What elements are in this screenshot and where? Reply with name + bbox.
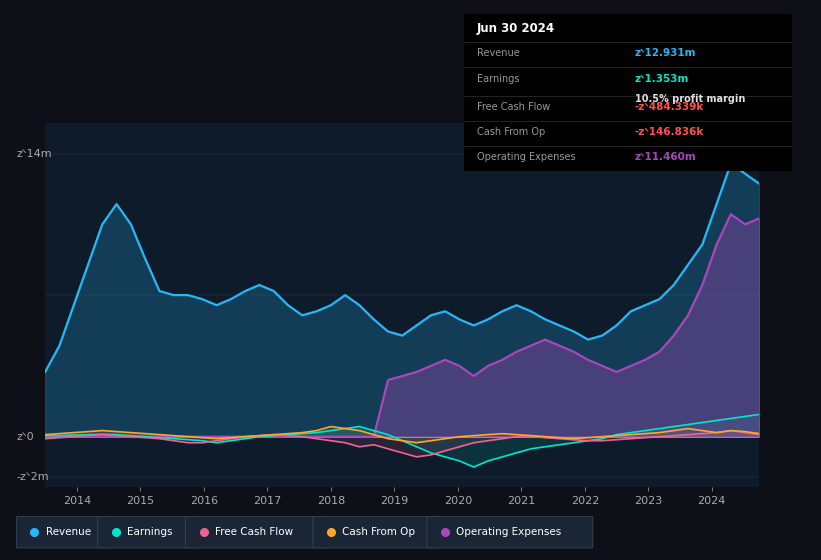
Text: -zᐠ2m: -zᐠ2m: [16, 472, 49, 482]
FancyBboxPatch shape: [186, 516, 325, 548]
Text: Jun 30 2024: Jun 30 2024: [477, 22, 555, 35]
Text: zᐠ1.353m: zᐠ1.353m: [635, 73, 689, 83]
Text: -zᐠ146.836k: -zᐠ146.836k: [635, 127, 704, 137]
FancyBboxPatch shape: [16, 516, 110, 548]
Text: zᐠ0: zᐠ0: [16, 432, 34, 442]
Text: Revenue: Revenue: [46, 527, 91, 537]
Text: Revenue: Revenue: [477, 49, 520, 58]
Text: Cash From Op: Cash From Op: [342, 527, 415, 537]
FancyBboxPatch shape: [427, 516, 593, 548]
Text: Earnings: Earnings: [127, 527, 172, 537]
Text: zᐠ12.931m: zᐠ12.931m: [635, 49, 696, 58]
Text: -zᐠ484.339k: -zᐠ484.339k: [635, 102, 704, 112]
Text: zᐠ14m: zᐠ14m: [16, 148, 53, 158]
Text: Operating Expenses: Operating Expenses: [477, 152, 576, 162]
Text: Cash From Op: Cash From Op: [477, 127, 545, 137]
Text: zᐠ11.460m: zᐠ11.460m: [635, 152, 696, 162]
Text: Operating Expenses: Operating Expenses: [456, 527, 562, 537]
FancyBboxPatch shape: [98, 516, 198, 548]
Text: Earnings: Earnings: [477, 73, 520, 83]
Text: 10.5% profit margin: 10.5% profit margin: [635, 94, 745, 104]
FancyBboxPatch shape: [313, 516, 439, 548]
Text: Free Cash Flow: Free Cash Flow: [477, 102, 550, 112]
Text: Free Cash Flow: Free Cash Flow: [215, 527, 293, 537]
